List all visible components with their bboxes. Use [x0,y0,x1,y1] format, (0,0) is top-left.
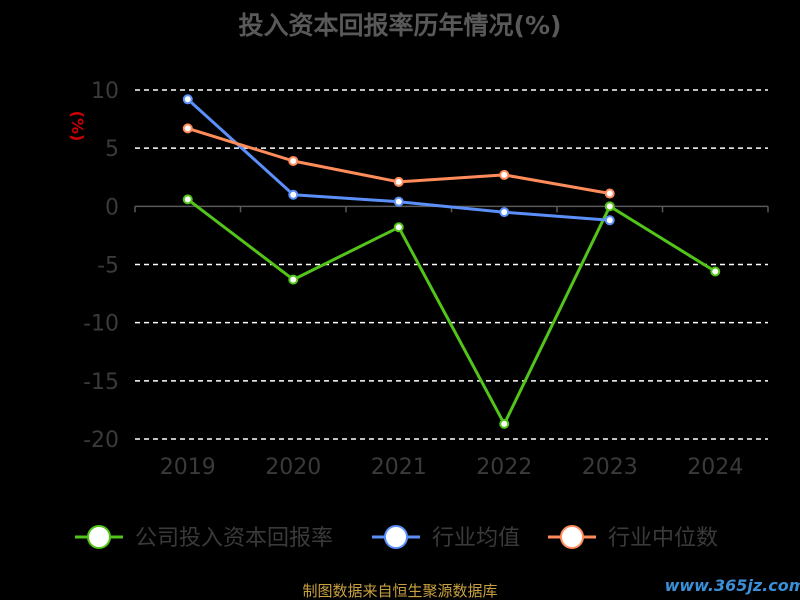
x-tick-label: 2021 [371,455,427,480]
legend: 公司投入资本回报率 行业均值 行业中位数 [75,525,718,551]
data-point [393,176,404,187]
series-line [186,198,717,426]
y-tick-label: -20 [83,428,119,453]
data-point [710,266,721,277]
x-tick-label: 2022 [476,455,532,480]
legend-item-2[interactable]: 行业均值 [372,525,520,551]
y-tick-label: -10 [83,312,119,337]
legend-label: 公司投入资本回报率 [135,526,333,551]
y-tick-label: 5 [105,137,119,162]
chart-title: 投入资本回报率历年情况(%) [239,11,562,40]
data-point [604,201,615,212]
x-tick-label: 2019 [160,455,216,480]
y-tick-label: -5 [97,254,119,279]
y-tick-label: 10 [91,79,119,104]
data-point [182,194,193,205]
source-note: 制图数据来自恒生聚源数据库 [302,582,497,600]
x-tick-label: 2023 [582,455,638,480]
y-axis-label: (%) [68,111,87,142]
x-tick-label: 2020 [265,455,321,480]
legend-swatch-marker [87,525,111,549]
data-point [499,418,510,429]
data-point [604,215,615,226]
data-point [288,189,299,200]
legend-item-3[interactable]: 行业中位数 [548,525,718,551]
y-tick-label: 0 [105,195,119,220]
series-2 [182,94,615,226]
series-1 [182,194,721,429]
y-tick-label: -15 [83,370,119,395]
data-point [393,222,404,233]
data-point [604,188,615,199]
legend-item-1[interactable]: 公司投入资本回报率 [75,525,333,551]
axis-layer: 10 5 0 -5 -10 -15 -20 2019 2020 2021 2022 2023 2024 [83,79,769,480]
data-point [393,196,404,207]
series-layer [182,94,721,429]
data-point [182,94,193,105]
x-tick-label: 2024 [687,455,743,480]
data-point [499,169,510,180]
data-point [288,274,299,285]
legend-label: 行业均值 [432,526,520,551]
data-point [499,207,510,218]
data-point [182,123,193,134]
data-point [288,155,299,166]
watermark-text: www.365jz.com [665,576,800,595]
legend-label: 行业中位数 [608,526,718,551]
legend-swatch-marker [560,525,584,549]
series-3 [182,123,615,199]
legend-swatch-marker [384,525,408,549]
